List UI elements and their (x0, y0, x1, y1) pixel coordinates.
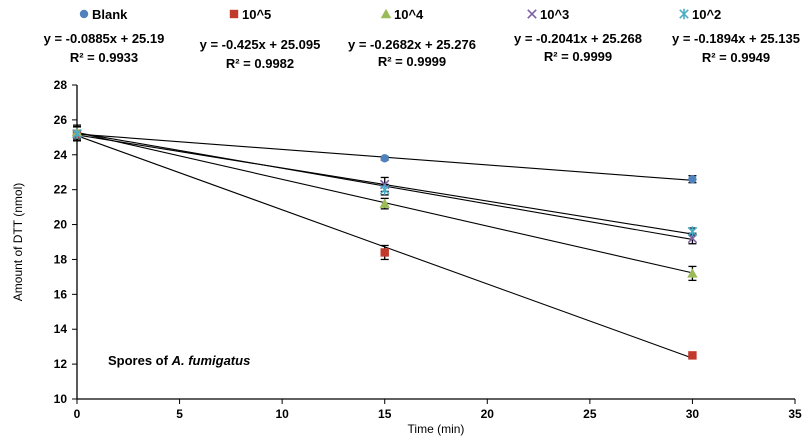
data-point (687, 226, 698, 237)
trendline-equation: y = -0.2041x + 25.268 (514, 31, 642, 46)
r-squared-label: R² = 0.9999 (378, 54, 446, 69)
data-point (687, 268, 698, 278)
y-tick-label: 26 (54, 113, 68, 127)
data-point (688, 351, 697, 360)
legend-marker (79, 9, 89, 19)
data-point (687, 233, 698, 244)
y-axis-title: Amount of DTT (nmol) (11, 183, 25, 301)
y-tick-label: 14 (54, 322, 68, 336)
chart-annotation: Spores of A. fumigatus (108, 353, 250, 368)
x-tick-label: 30 (686, 407, 700, 421)
annotation-species: A. fumigatus (171, 353, 251, 368)
r-squared-label: R² = 0.9949 (702, 50, 770, 65)
trendline-equation: y = -0.0885x + 25.19 (44, 31, 165, 46)
legend-label: 10^4 (394, 7, 424, 22)
data-point (379, 184, 390, 195)
x-tick-label: 15 (378, 407, 392, 421)
x-tick-label: 5 (176, 407, 183, 421)
chart-axes: 10 12 14 16 18 20 22 24 26 28 0 5 10 15 20 25 30 35 (54, 78, 802, 421)
legend-marker (380, 8, 392, 19)
r-squared-label: R² = 0.9999 (544, 49, 612, 64)
y-tick-label: 28 (54, 78, 68, 92)
trendline-equation: y = -0.425x + 25.095 (200, 37, 321, 52)
x-tick-label: 10 (275, 407, 289, 421)
x-tick-label: 20 (481, 407, 495, 421)
trendline-equation: y = -0.1894x + 25.135 (672, 31, 800, 46)
trendline-equation: y = -0.2682x + 25.276 (348, 37, 476, 52)
legend-label: 10^2 (692, 7, 721, 22)
y-tick-label: 22 (54, 183, 68, 197)
legend-label: Blank (92, 7, 128, 22)
trendline-equations: y = -0.0885x + 25.19 R² = 0.9933 y = -0.42… (44, 31, 800, 71)
data-point (380, 154, 389, 163)
data-point (379, 198, 390, 208)
legend-marker (229, 9, 239, 19)
y-tick-label: 12 (54, 357, 68, 371)
y-tick-label: 16 (54, 287, 68, 301)
y-tick-label: 10 (54, 392, 68, 406)
legend-label: 10^5 (242, 7, 271, 22)
r-squared-label: R² = 0.9982 (226, 56, 294, 71)
x-tick-label: 35 (788, 407, 802, 421)
y-tick-label: 20 (54, 218, 68, 232)
r-squared-label: R² = 0.9933 (70, 50, 138, 65)
data-point (380, 248, 389, 257)
legend-marker (527, 9, 537, 19)
x-tick-label: 25 (583, 407, 597, 421)
x-tick-label: 0 (74, 407, 81, 421)
data-markers (71, 126, 698, 360)
annotation-prefix: Spores of (108, 353, 172, 368)
y-tick-label: 18 (54, 252, 68, 266)
y-tick-label: 24 (54, 148, 68, 162)
x-axis-title: Time (min) (408, 422, 465, 436)
data-point (688, 175, 697, 184)
chart-legend: Blank 10^5 10^4 10^3 10^2 (79, 7, 721, 22)
legend-label: 10^3 (540, 7, 569, 22)
legend-marker (679, 8, 689, 20)
data-point (72, 128, 82, 140)
